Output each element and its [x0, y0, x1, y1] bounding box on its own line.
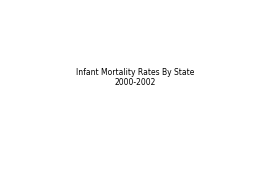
Text: Infant Mortality Rates By State
2000-2002: Infant Mortality Rates By State 2000-200…: [76, 68, 195, 87]
